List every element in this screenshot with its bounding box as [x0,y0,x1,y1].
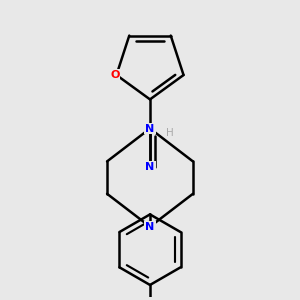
Text: N: N [146,124,154,134]
Text: O: O [110,70,120,80]
Text: H: H [166,128,174,138]
Text: N: N [146,162,154,172]
Text: N: N [146,222,154,232]
